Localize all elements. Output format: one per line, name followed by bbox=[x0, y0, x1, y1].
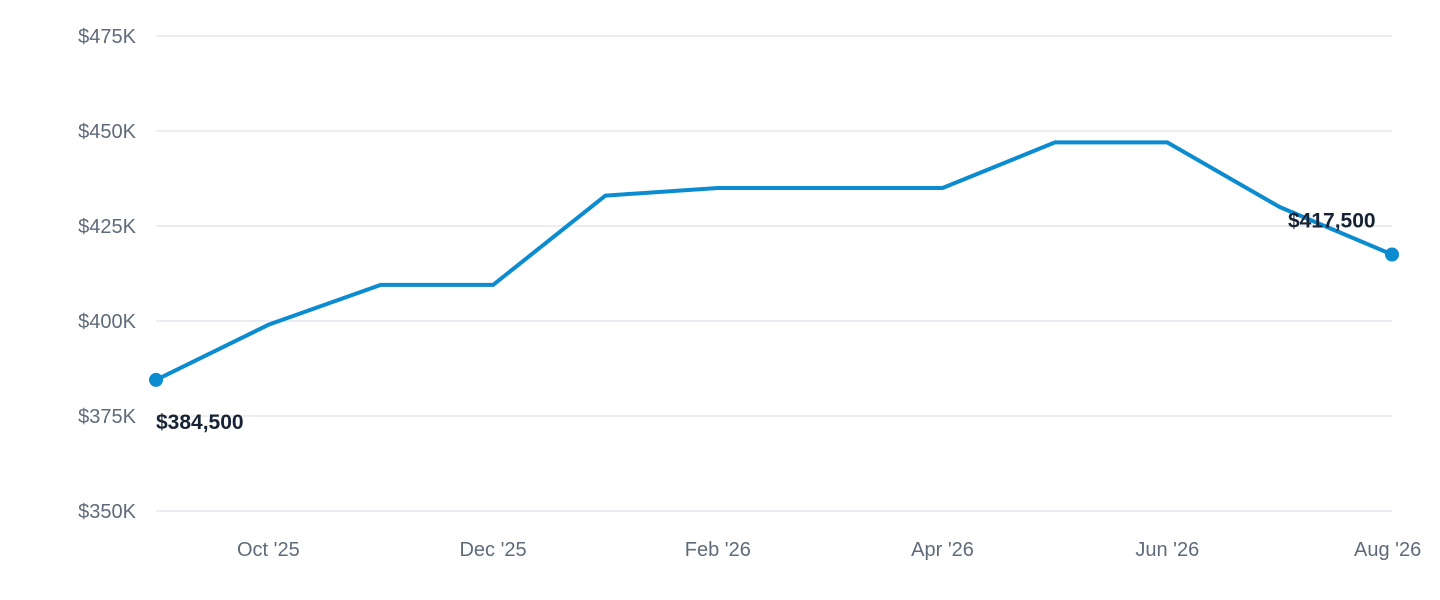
x-tick-label: Apr '26 bbox=[911, 539, 974, 561]
x-tick-label: Oct '25 bbox=[237, 539, 300, 561]
data-labels: $384,500 $417,500 bbox=[156, 210, 1376, 434]
y-tick-label: $425K bbox=[78, 216, 136, 238]
y-tick-label: $400K bbox=[78, 311, 136, 333]
x-tick-label: Jun '26 bbox=[1135, 539, 1199, 561]
x-tick-label: Aug '26 bbox=[1354, 539, 1421, 561]
data-point-marker[interactable] bbox=[149, 372, 163, 387]
series-line bbox=[154, 140, 1394, 382]
x-tick-label: Dec '25 bbox=[459, 539, 526, 561]
y-axis: $475K $450K $425K $400K $375K $350K bbox=[78, 26, 136, 523]
x-axis: Oct '25 Dec '25 Feb '26 Apr '26 Jun '26 Aug '… bbox=[237, 539, 1421, 561]
y-tick-label: $450K bbox=[78, 121, 136, 143]
y-tick-label: $375K bbox=[78, 406, 136, 428]
y-tick-label: $350K bbox=[78, 501, 136, 523]
data-point-marker[interactable] bbox=[1385, 247, 1399, 262]
series-layer bbox=[149, 140, 1399, 387]
data-label: $417,500 bbox=[1288, 210, 1376, 233]
x-tick-label: Feb '26 bbox=[685, 539, 751, 561]
data-label: $384,500 bbox=[156, 411, 244, 434]
y-tick-label: $475K bbox=[78, 26, 136, 48]
grid-lines bbox=[156, 35, 1392, 512]
